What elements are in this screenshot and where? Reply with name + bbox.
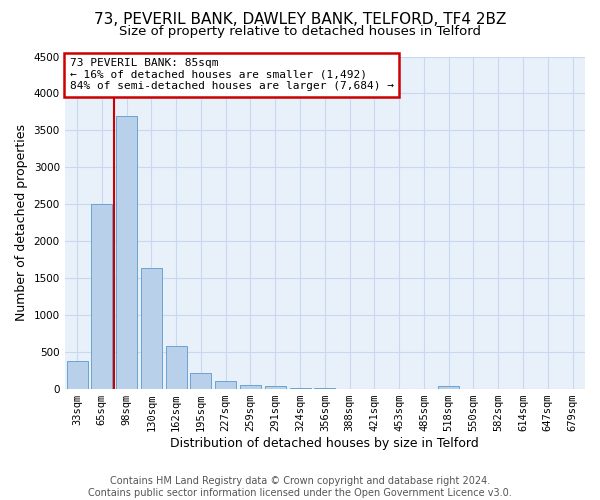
Bar — [438, 386, 459, 389]
Text: Size of property relative to detached houses in Telford: Size of property relative to detached ho… — [119, 25, 481, 38]
Bar — [314, 388, 335, 389]
Bar — [215, 381, 236, 389]
Text: 73, PEVERIL BANK, DAWLEY BANK, TELFORD, TF4 2BZ: 73, PEVERIL BANK, DAWLEY BANK, TELFORD, … — [94, 12, 506, 28]
Bar — [190, 373, 211, 389]
Bar — [240, 385, 261, 389]
Bar — [91, 204, 112, 389]
Text: 73 PEVERIL BANK: 85sqm
← 16% of detached houses are smaller (1,492)
84% of semi-: 73 PEVERIL BANK: 85sqm ← 16% of detached… — [70, 58, 394, 92]
Bar — [265, 386, 286, 389]
Bar — [67, 362, 88, 389]
Bar — [116, 116, 137, 389]
Text: Contains HM Land Registry data © Crown copyright and database right 2024.
Contai: Contains HM Land Registry data © Crown c… — [88, 476, 512, 498]
Bar — [141, 268, 162, 389]
X-axis label: Distribution of detached houses by size in Telford: Distribution of detached houses by size … — [170, 437, 479, 450]
Bar — [290, 388, 311, 389]
Bar — [166, 346, 187, 389]
Y-axis label: Number of detached properties: Number of detached properties — [15, 124, 28, 322]
